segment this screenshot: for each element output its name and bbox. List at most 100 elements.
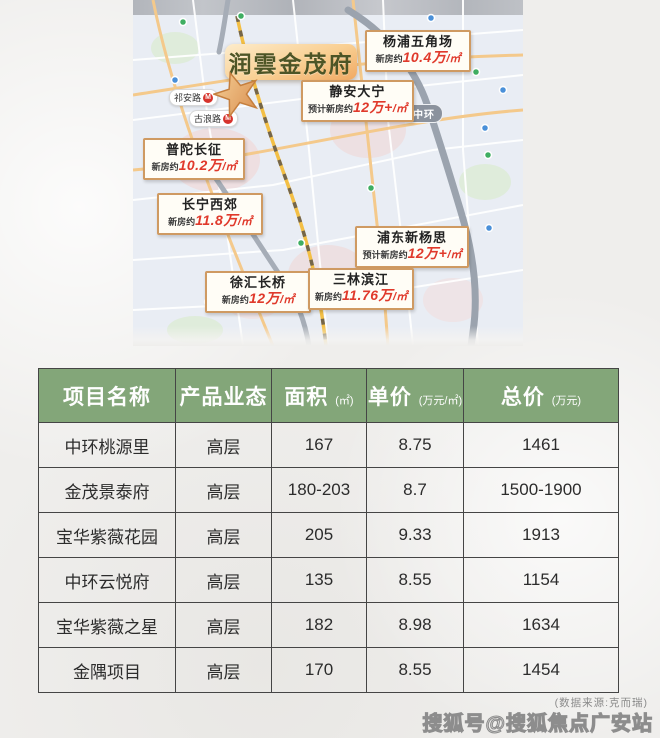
area-price: 新房约12万/㎡ xyxy=(212,291,304,308)
price-callout-changning: 长宁西郊 新房约11.8万/㎡ xyxy=(157,193,263,235)
price-value: 10.2万 xyxy=(178,157,223,173)
price-prefix: 新房约 xyxy=(221,295,249,305)
cell-total-price: 1154 xyxy=(463,557,619,603)
header-area: 面积 (㎡) xyxy=(271,368,367,423)
price-callout-pudong: 浦东新杨思 预计新房约12万+/㎡ xyxy=(355,226,469,268)
area-name: 三林滨江 xyxy=(333,272,390,287)
price-value: 10.4万 xyxy=(402,49,447,65)
cell-area: 182 xyxy=(271,602,367,648)
cell-project-name: 宝华紫薇之星 xyxy=(38,602,176,648)
area-name: 浦东新杨思 xyxy=(376,230,447,245)
header-unit-price: 单价 (万元/㎡) xyxy=(366,368,464,423)
area-name: 静安大宁 xyxy=(329,84,386,99)
price-callout-yangpu: 杨浦五角场 新房约10.4万/㎡ xyxy=(365,30,471,72)
metro-icon: M xyxy=(203,92,214,103)
station-name: 古浪路 xyxy=(194,114,222,124)
price-value: 11.8万 xyxy=(195,212,238,228)
map-top-strip xyxy=(133,0,523,15)
metro-station-label: 祁安路 M xyxy=(169,89,219,106)
price-prefix: 预计新房约 xyxy=(362,250,408,260)
area-name: 长宁西郊 xyxy=(181,197,238,212)
price-unit: /㎡ xyxy=(446,53,461,65)
cell-unit-price: 9.33 xyxy=(366,512,464,558)
cell-project-name: 金隅项目 xyxy=(38,647,176,693)
header-project-name: 项目名称 xyxy=(38,368,176,423)
area-price: 预计新房约12万+/㎡ xyxy=(308,100,407,117)
table-row: 中环云悦府 高层 135 8.55 1154 xyxy=(38,557,619,603)
cell-total-price: 1461 xyxy=(463,422,619,468)
price-unit: /㎡ xyxy=(222,161,237,173)
price-callout-sanlin: 三林滨江 新房约11.76万/㎡ xyxy=(308,268,415,310)
price-unit: /㎡ xyxy=(393,291,408,303)
price-value: 12万+ xyxy=(353,99,393,115)
table-row: 宝华紫薇花园 高层 205 9.33 1913 xyxy=(38,512,619,558)
cell-project-name: 中环云悦府 xyxy=(38,557,176,603)
price-callout-jingan: 静安大宁 预计新房约12万+/㎡ xyxy=(301,80,414,122)
price-unit: /㎡ xyxy=(392,103,407,115)
ring-road-label: 中环 xyxy=(405,104,443,123)
cell-unit-price: 8.98 xyxy=(366,602,464,648)
cell-area: 167 xyxy=(271,422,367,468)
price-prefix: 新房约 xyxy=(375,54,403,64)
cell-product-type: 高层 xyxy=(175,422,272,468)
project-title-badge: 润雲金茂府 xyxy=(225,44,357,80)
table-row: 中环桃源里 高层 167 8.75 1461 xyxy=(38,422,619,468)
table-header-row: 项目名称 产品业态 面积 (㎡) 单价 (万元/㎡) 总价 (万元) xyxy=(38,368,619,423)
cell-total-price: 1454 xyxy=(463,647,619,693)
station-name: 祁安路 xyxy=(174,93,202,103)
cell-total-price: 1500-1900 xyxy=(463,467,619,513)
price-unit: /㎡ xyxy=(280,294,295,306)
cell-project-name: 金茂景泰府 xyxy=(38,467,176,513)
price-prefix: 新房约 xyxy=(315,292,343,302)
location-map: 润雲金茂府 祁安路 M 古浪路 M 中环 杨浦五角场 新房约10.4万/㎡ xyxy=(133,0,523,346)
area-name: 普陀长征 xyxy=(165,142,222,157)
price-unit: /㎡ xyxy=(447,249,462,261)
area-price: 预计新房约12万+/㎡ xyxy=(362,246,462,263)
price-prefix: 新房约 xyxy=(168,217,196,227)
area-name: 杨浦五角场 xyxy=(382,34,453,49)
project-title: 润雲金茂府 xyxy=(228,52,354,77)
cell-area: 135 xyxy=(271,557,367,603)
cell-unit-price: 8.7 xyxy=(366,467,464,513)
table-row: 金茂景泰府 高层 180-203 8.7 1500-1900 xyxy=(38,467,619,513)
data-source-note: (数据来源:克而瑞) xyxy=(554,697,648,709)
price-callout-xuhui: 徐汇长桥 新房约12万/㎡ xyxy=(205,271,311,313)
cell-area: 170 xyxy=(271,647,367,693)
cell-area: 180-203 xyxy=(271,467,367,513)
cell-project-name: 中环桃源里 xyxy=(38,422,176,468)
table-row: 宝华紫薇之星 高层 182 8.98 1634 xyxy=(38,602,619,648)
metro-icon: M xyxy=(223,113,234,124)
header-total-price: 总价 (万元) xyxy=(463,368,619,423)
price-prefix: 预计新房约 xyxy=(308,104,354,114)
sohu-watermark: 搜狐号@搜狐焦点广安站 xyxy=(422,712,653,735)
header-product-type: 产品业态 xyxy=(175,368,272,423)
price-value: 12万 xyxy=(248,290,281,306)
area-name: 徐汇长桥 xyxy=(229,275,286,290)
cell-product-type: 高层 xyxy=(175,467,272,513)
price-value: 12万+ xyxy=(407,245,448,261)
cell-unit-price: 8.55 xyxy=(366,647,464,693)
cell-product-type: 高层 xyxy=(175,557,272,603)
table-row: 金隅项目 高层 170 8.55 1454 xyxy=(38,647,619,693)
cell-unit-price: 8.75 xyxy=(366,422,464,468)
price-unit: /㎡ xyxy=(237,216,252,228)
cell-total-price: 1913 xyxy=(463,512,619,558)
area-price: 新房约10.4万/㎡ xyxy=(372,50,464,67)
metro-station-label: 古浪路 M xyxy=(189,110,239,127)
price-prefix: 新房约 xyxy=(151,162,179,172)
area-price: 新房约10.2万/㎡ xyxy=(150,158,238,175)
cell-area: 205 xyxy=(271,512,367,558)
cell-unit-price: 8.55 xyxy=(366,557,464,603)
cell-product-type: 高层 xyxy=(175,647,272,693)
cell-product-type: 高层 xyxy=(175,602,272,648)
project-price-table: 项目名称 产品业态 面积 (㎡) 单价 (万元/㎡) 总价 (万元) 中环桃源里… xyxy=(38,368,619,693)
area-price: 新房约11.76万/㎡ xyxy=(315,288,407,305)
price-callout-putuo: 普陀长征 新房约10.2万/㎡ xyxy=(143,138,245,180)
cell-project-name: 宝华紫薇花园 xyxy=(38,512,176,558)
cell-total-price: 1634 xyxy=(463,602,619,648)
project-star-icon xyxy=(213,71,259,118)
cell-product-type: 高层 xyxy=(175,512,272,558)
area-price: 新房约11.8万/㎡ xyxy=(164,213,256,230)
map-bottom-fade xyxy=(133,326,523,346)
